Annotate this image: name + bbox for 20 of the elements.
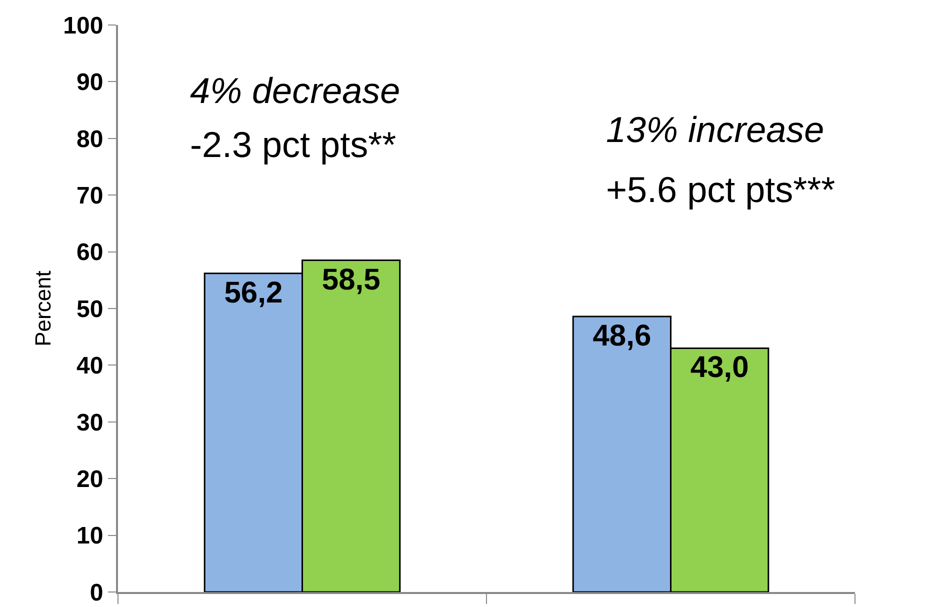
y-tick-label: 80: [76, 126, 104, 153]
data-label: 43,0: [690, 351, 749, 384]
annotation: 4% decrease: [190, 70, 400, 111]
annotation: +5.6 pct pts***: [606, 169, 836, 210]
y-tick-label: 70: [76, 182, 104, 210]
y-tick-label: 40: [76, 352, 104, 380]
y-tick-label: 100: [63, 12, 104, 40]
y-tick-label: 30: [76, 409, 104, 436]
y-tick-label: 0: [90, 579, 104, 606]
data-label: 58,5: [322, 263, 380, 296]
y-tick-label: 60: [76, 239, 104, 266]
data-label: 56,2: [224, 276, 283, 310]
y-tick-label: 10: [76, 522, 104, 550]
y-tick-label: 50: [76, 296, 104, 323]
data-label: 48,6: [592, 319, 652, 352]
y-tick-label: 90: [76, 69, 104, 96]
y-axis-title: Percent: [30, 270, 56, 346]
annotation: 13% increase: [606, 109, 824, 150]
y-tick-label: 20: [76, 466, 104, 493]
annotation: -2.3 pct pts**: [190, 124, 396, 165]
